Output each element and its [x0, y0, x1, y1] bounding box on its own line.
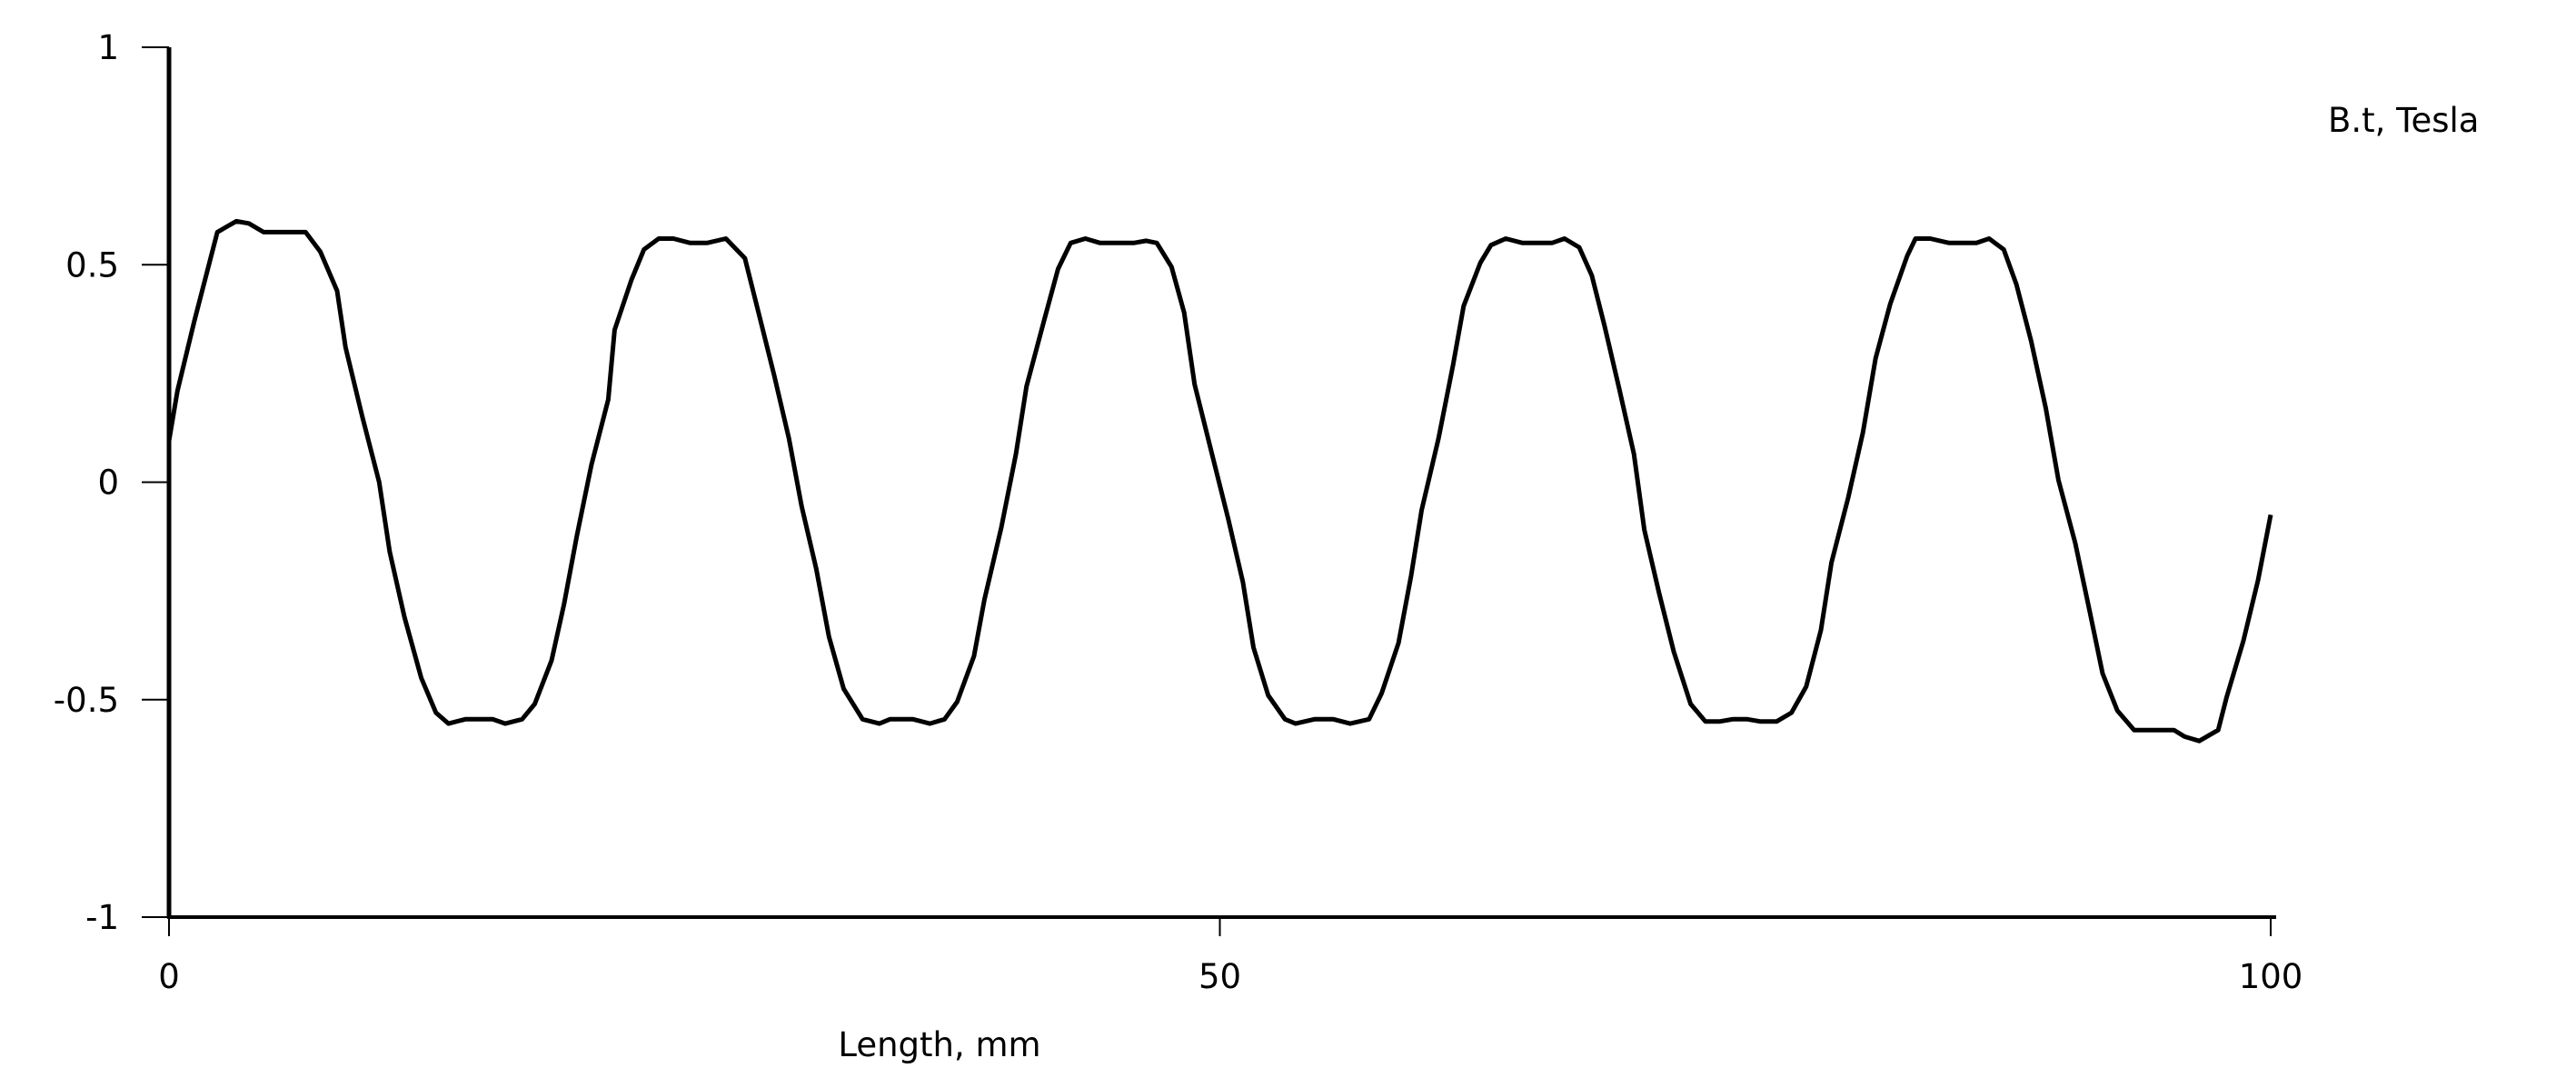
x-tick-label: 100: [2239, 957, 2303, 996]
y-axis-label: B.t, Tesla: [2328, 101, 2479, 140]
y-axis-ticks: 1 0.5 0 -0.5 -1: [54, 28, 169, 937]
x-axis-label: Length, mm: [838, 1025, 1040, 1064]
y-tick-label: -1: [85, 898, 119, 937]
y-tick-label: 0.5: [65, 245, 119, 284]
series-line: [166, 218, 2273, 744]
y-tick-label: 0: [97, 464, 119, 503]
x-axis-ticks: 0 50 100: [158, 917, 2302, 996]
y-tick-label: -0.5: [54, 681, 119, 720]
x-tick-label: 50: [1198, 957, 1241, 996]
x-tick-label: 0: [158, 957, 180, 996]
y-tick-label: 1: [97, 28, 119, 67]
